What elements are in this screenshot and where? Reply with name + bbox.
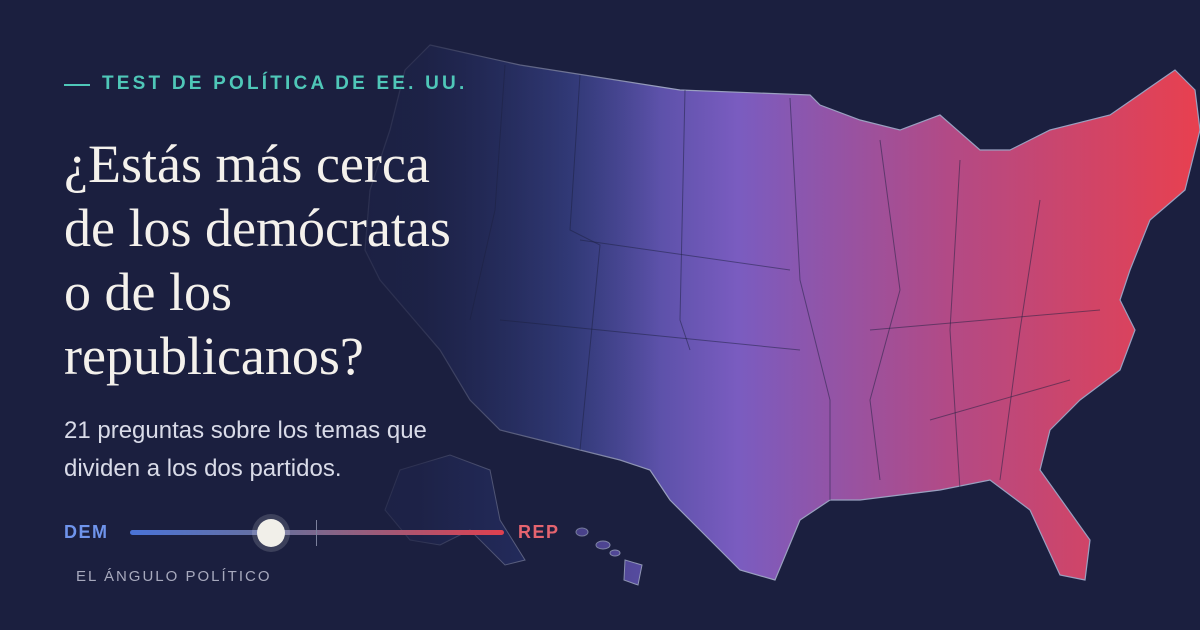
title-line: de los demócratas [64, 198, 451, 258]
subtitle-line: 21 preguntas sobre los temas que [64, 417, 427, 444]
brand: EL ÁNGULO POLÍTICO [76, 568, 272, 585]
title-line: republicanos? [64, 326, 364, 386]
subtitle: 21 preguntas sobre los temas que dividen … [64, 412, 427, 488]
rep-label: REP [518, 522, 560, 542]
title-line: o de los [64, 262, 232, 322]
dem-label: DEM [64, 522, 109, 542]
title-line: ¿Estás más cerca [64, 134, 430, 194]
title: ¿Estás más cerca de los demócratas o de lo… [64, 132, 451, 388]
slider-track [130, 530, 504, 535]
slider-center [316, 520, 317, 546]
eyebrow-dash [64, 84, 90, 86]
slider-knob [257, 519, 285, 547]
subtitle-line: dividen a los dos partidos. [64, 455, 342, 482]
eyebrow: TEST DE POLÍTICA DE EE. UU. [102, 73, 468, 94]
